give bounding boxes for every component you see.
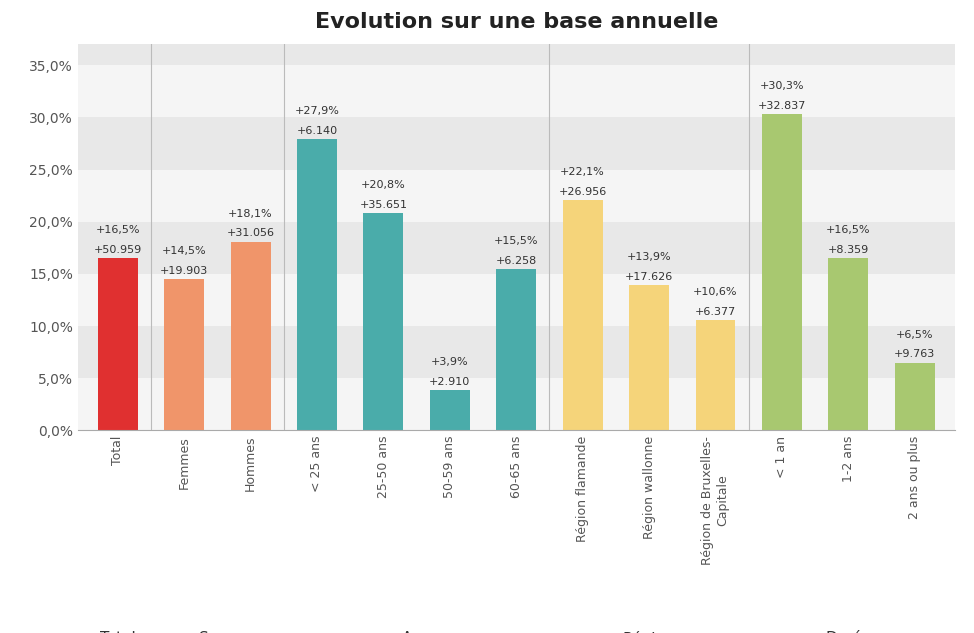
Bar bbox=[430, 390, 469, 430]
Bar bbox=[78, 222, 955, 274]
Text: +18,1%: +18,1% bbox=[228, 209, 273, 218]
Text: +50.959: +50.959 bbox=[94, 245, 142, 255]
Bar bbox=[97, 258, 137, 430]
Text: +31.056: +31.056 bbox=[227, 229, 275, 239]
Bar bbox=[78, 65, 955, 117]
Text: +16,5%: +16,5% bbox=[95, 225, 140, 235]
Text: +6,5%: +6,5% bbox=[896, 330, 933, 340]
Bar bbox=[762, 114, 802, 430]
Text: +19.903: +19.903 bbox=[160, 266, 208, 276]
Text: +13,9%: +13,9% bbox=[626, 253, 671, 263]
Bar bbox=[231, 242, 271, 430]
Text: +8.359: +8.359 bbox=[828, 245, 869, 255]
Text: +3,9%: +3,9% bbox=[431, 357, 468, 367]
Bar bbox=[78, 326, 955, 379]
Text: Sexe: Sexe bbox=[199, 631, 236, 633]
Text: +6.258: +6.258 bbox=[496, 256, 537, 266]
Text: +2.910: +2.910 bbox=[430, 377, 470, 387]
Bar bbox=[78, 379, 955, 430]
Bar bbox=[497, 268, 536, 430]
Title: Evolution sur une base annuelle: Evolution sur une base annuelle bbox=[315, 11, 718, 32]
Bar bbox=[828, 258, 868, 430]
Text: +22,1%: +22,1% bbox=[560, 167, 605, 177]
Bar bbox=[363, 213, 403, 430]
Bar bbox=[78, 13, 955, 65]
Text: +27,9%: +27,9% bbox=[294, 106, 339, 116]
Text: Région: Région bbox=[622, 631, 675, 633]
Bar bbox=[695, 320, 735, 430]
Text: +17.626: +17.626 bbox=[625, 272, 673, 282]
Text: +6.140: +6.140 bbox=[296, 126, 338, 136]
Bar bbox=[895, 363, 935, 430]
Text: +32.837: +32.837 bbox=[758, 101, 806, 111]
Text: Total: Total bbox=[100, 631, 135, 633]
Bar bbox=[78, 170, 955, 222]
Text: +16,5%: +16,5% bbox=[826, 225, 871, 235]
Text: +6.377: +6.377 bbox=[694, 306, 736, 316]
Text: +10,6%: +10,6% bbox=[693, 287, 737, 297]
Text: +30,3%: +30,3% bbox=[760, 81, 805, 91]
Bar bbox=[563, 200, 603, 430]
Text: Durée: Durée bbox=[825, 631, 872, 633]
Bar bbox=[297, 139, 337, 430]
Text: +9.763: +9.763 bbox=[894, 349, 935, 360]
Text: +26.956: +26.956 bbox=[558, 187, 607, 197]
Text: Age: Age bbox=[402, 631, 431, 633]
Text: +15,5%: +15,5% bbox=[494, 235, 539, 246]
Bar bbox=[78, 117, 955, 170]
Bar bbox=[629, 285, 669, 430]
Text: +35.651: +35.651 bbox=[359, 200, 407, 210]
Text: +20,8%: +20,8% bbox=[361, 180, 406, 191]
Text: +14,5%: +14,5% bbox=[162, 246, 206, 256]
Bar bbox=[78, 274, 955, 326]
Bar bbox=[165, 279, 205, 430]
